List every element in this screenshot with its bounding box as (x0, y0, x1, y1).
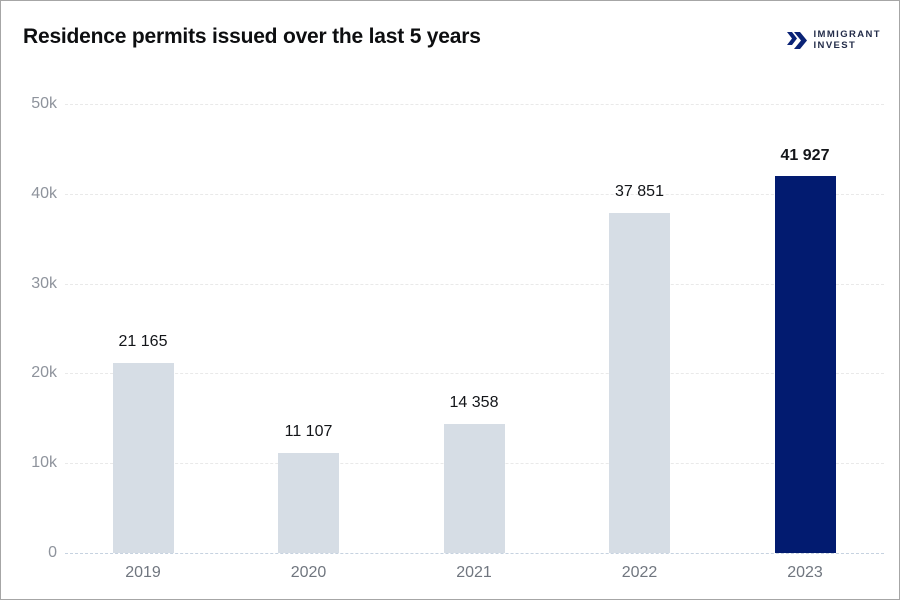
value-label-2023: 41 927 (780, 146, 830, 164)
gridline (65, 283, 884, 285)
value-label-2022: 37 851 (615, 183, 664, 201)
bar-2023 (774, 176, 836, 553)
brand-name: IMMIGRANT INVEST (814, 29, 881, 52)
x-axis-label-2022: 2022 (621, 564, 658, 581)
bar-2021 (443, 424, 505, 553)
bar-2020 (278, 453, 339, 553)
brand-name-line2: INVEST (813, 40, 857, 52)
value-label-2019: 21 165 (118, 332, 168, 350)
x-axis-label-2021: 2021 (456, 564, 492, 581)
y-axis-tick-label: 50k (31, 95, 57, 112)
gridline (65, 104, 884, 105)
x-axis-baseline (65, 553, 884, 554)
y-axis-tick-label: 0 (48, 544, 57, 561)
y-axis-tick-label: 10k (31, 454, 57, 472)
y-axis-tick-label: 20k (31, 364, 57, 382)
x-axis-label-2023: 2023 (787, 564, 823, 581)
x-axis-label-2019: 2019 (125, 564, 161, 581)
gridline (65, 373, 884, 375)
page-title: Residence permits issued over the last 5… (23, 25, 481, 48)
double-chevron-logo-icon (786, 29, 808, 51)
value-label-2021: 14 358 (449, 394, 499, 412)
x-axis-label-2020: 2020 (290, 564, 327, 581)
y-axis-tick-label: 40k (31, 184, 57, 202)
bar-2019 (112, 362, 174, 553)
bar-2022 (609, 213, 670, 553)
gridline (65, 193, 884, 195)
brand-name-line1: IMMIGRANT (813, 29, 881, 40)
brand-logo: IMMIGRANT INVEST (786, 29, 881, 52)
y-axis-tick-label: 30k (31, 274, 57, 292)
value-label-2020: 11 107 (284, 423, 333, 441)
